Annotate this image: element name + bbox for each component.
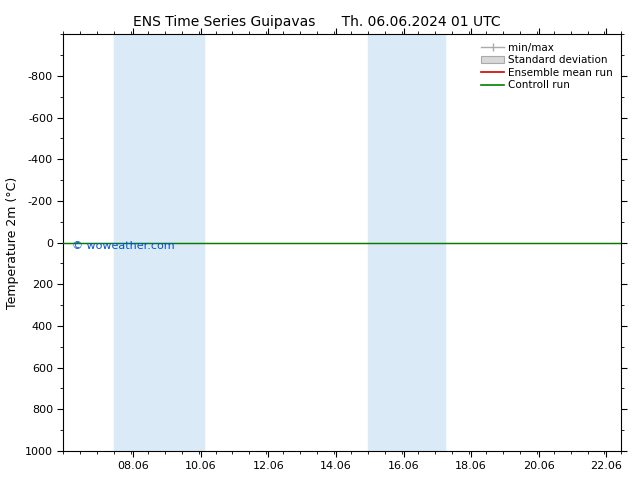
Bar [368,34,446,451]
Bar [114,34,204,451]
Y-axis label: Temperature 2m (°C): Temperature 2m (°C) [6,176,20,309]
Text: © woweather.com: © woweather.com [72,241,174,251]
Legend: min/max, Standard deviation, Ensemble mean run, Controll run: min/max, Standard deviation, Ensemble me… [478,40,616,94]
Text: ENS Time Series Guipavas      Th. 06.06.2024 01 UTC: ENS Time Series Guipavas Th. 06.06.2024 … [133,15,501,29]
